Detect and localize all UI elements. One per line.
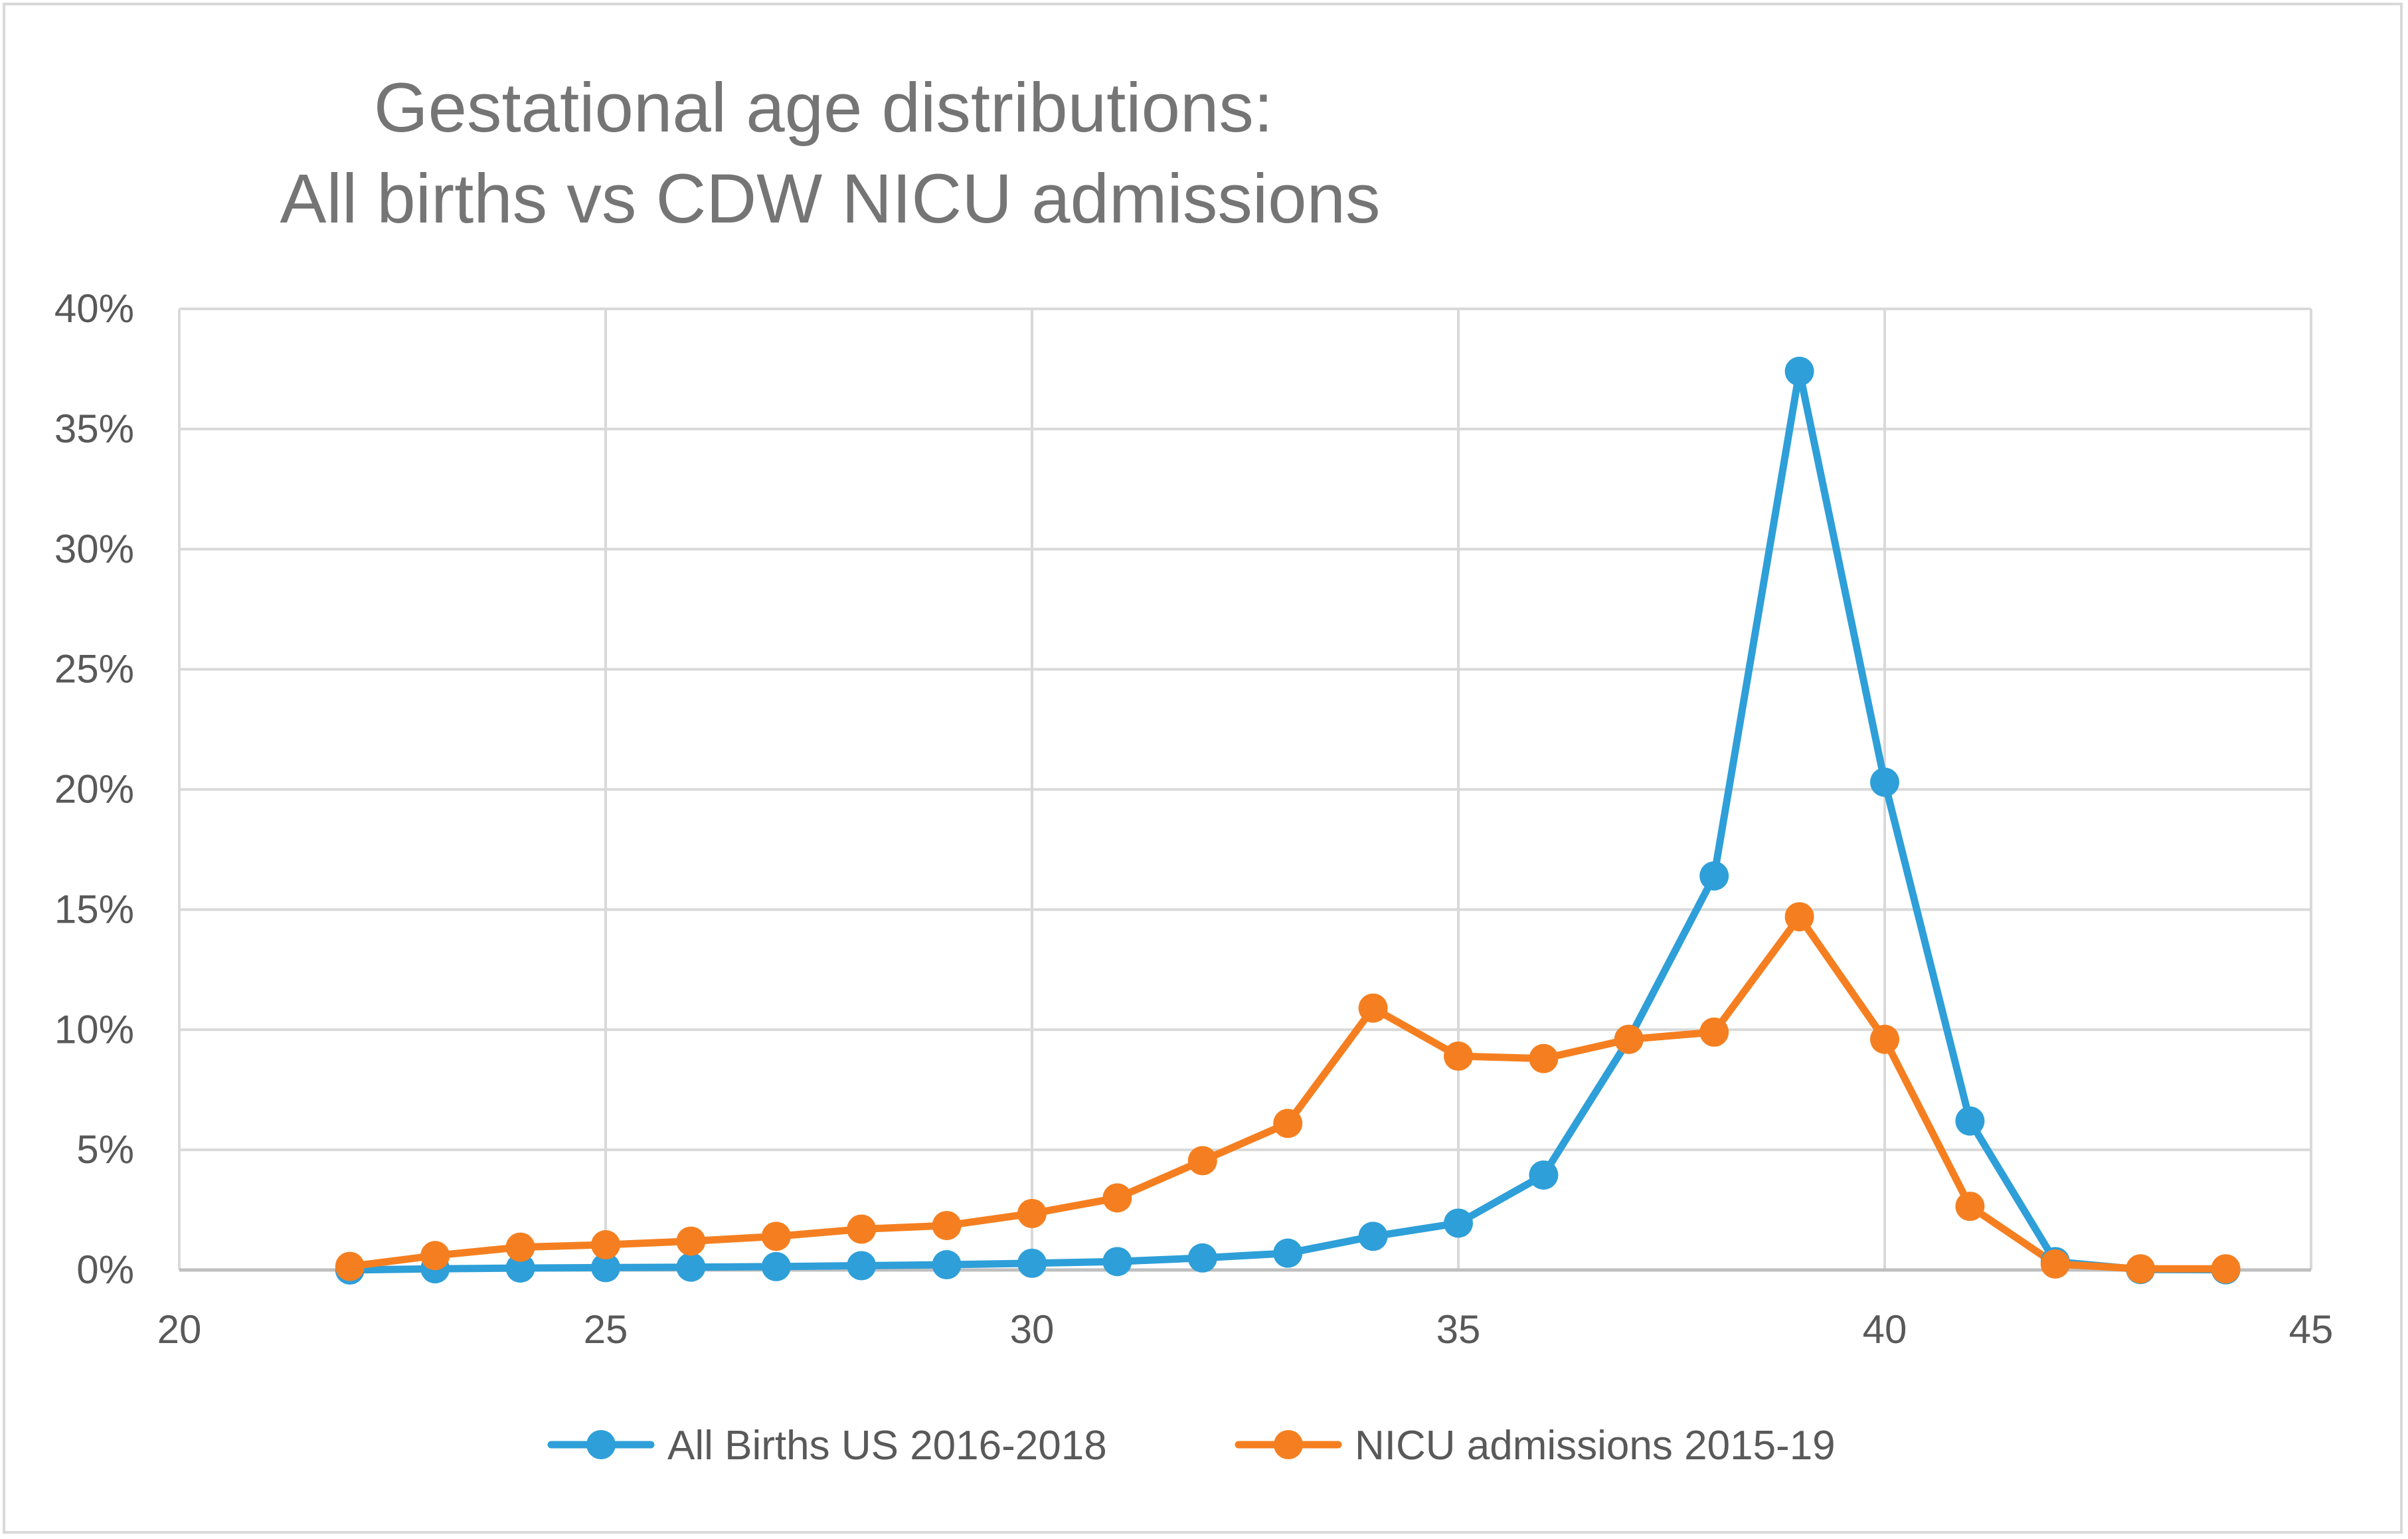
legend-marker-1: [586, 1430, 616, 1459]
series-1-point: [847, 1251, 877, 1281]
series-2-point: [1017, 1198, 1047, 1228]
series-2-point: [932, 1211, 962, 1241]
y-tick-label: 40%: [54, 286, 134, 331]
series-2-point: [1444, 1041, 1473, 1071]
series-2-point: [1870, 1024, 1899, 1054]
series-1-point: [1017, 1248, 1047, 1278]
series-2-point: [1955, 1192, 1985, 1222]
series-layer: [335, 357, 2241, 1285]
series-2-point: [1784, 902, 1814, 932]
legend-label-1: All Births US 2016-2018: [667, 1423, 1107, 1469]
x-tick-label: 45: [2289, 1307, 2334, 1352]
series-1-point: [505, 1253, 535, 1283]
series-1-point: [1784, 357, 1814, 387]
series-2-point: [1273, 1109, 1303, 1138]
series-1-point: [761, 1251, 791, 1281]
legend-marker-2: [1274, 1430, 1303, 1459]
series-2-point: [2211, 1254, 2241, 1284]
x-tick-label: 40: [1863, 1307, 1907, 1352]
series-1-point: [1187, 1243, 1217, 1273]
x-tick-label: 20: [157, 1307, 202, 1352]
series-2-point: [2040, 1249, 2070, 1279]
grid-layer: [178, 308, 2312, 1270]
series-2-point: [335, 1251, 365, 1281]
series-1-point: [1444, 1208, 1473, 1238]
series-1-point: [1955, 1106, 1985, 1136]
chart-frame: [3, 3, 2403, 1534]
y-tick-label: 30%: [54, 527, 134, 571]
axis-layer: 0% 5% 10% 15% 20% 25% 30% 35% 40% 20 25 30 35 40 45: [54, 286, 2333, 1352]
y-tick-label: 35%: [54, 407, 134, 451]
series-1-point: [1699, 861, 1729, 891]
series-1-point: [1529, 1160, 1559, 1190]
series-2-point: [847, 1214, 877, 1244]
series-2-point: [591, 1230, 620, 1260]
y-tick-label: 10%: [54, 1007, 134, 1051]
y-tick-label: 0%: [76, 1247, 134, 1292]
series-1-point: [676, 1252, 706, 1282]
series-2-point: [505, 1232, 535, 1262]
chart-title: Gestational age distributions:: [374, 69, 1273, 147]
x-tick-label: 35: [1436, 1307, 1481, 1352]
y-tick-label: 20%: [54, 767, 134, 812]
series-2-point: [761, 1222, 791, 1251]
series-line-2: [346, 913, 2230, 1273]
series-2-point: [676, 1226, 706, 1256]
x-tick-label: 25: [584, 1307, 628, 1352]
series-1-point: [1102, 1247, 1132, 1277]
chart-subtitle: All births vs CDW NICU admissions: [280, 160, 1381, 238]
series-1-point: [932, 1250, 962, 1280]
legend-label-2: NICU admissions 2015-19: [1355, 1423, 1836, 1469]
series-1-point: [591, 1253, 620, 1283]
series-2-point: [420, 1241, 450, 1271]
y-tick-label: 5%: [76, 1127, 134, 1172]
series-2-point: [2126, 1254, 2156, 1284]
series-2-point: [1614, 1024, 1644, 1054]
y-tick-label: 25%: [54, 647, 134, 691]
series-2-point: [1187, 1146, 1217, 1176]
x-tick-label: 30: [1010, 1307, 1055, 1352]
series-1-point: [1358, 1222, 1388, 1251]
series-2-point: [1529, 1043, 1559, 1073]
series-1-point: [1870, 767, 1899, 797]
series-2-point: [1102, 1183, 1132, 1213]
y-tick-label: 15%: [54, 887, 134, 931]
series-2-point: [1699, 1017, 1729, 1047]
series-1-point: [1273, 1238, 1303, 1268]
legend: All Births US 2016-2018 NICU admissions 2…: [547, 1423, 1836, 1469]
series-2-point: [1358, 993, 1388, 1023]
